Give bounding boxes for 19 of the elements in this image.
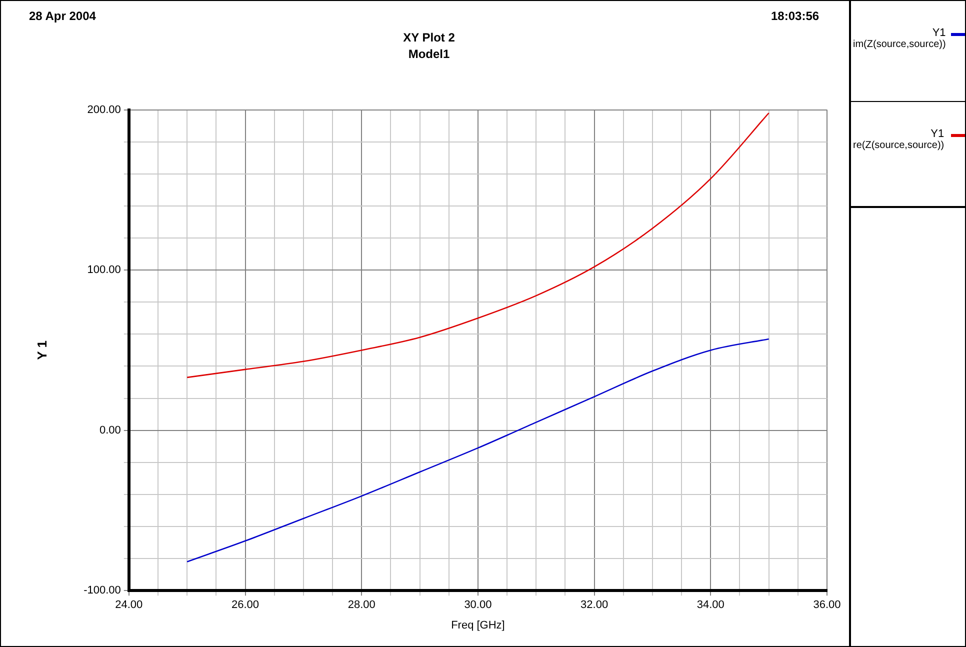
legend-label: Y1 im(Z(source,source)) [852, 27, 946, 50]
legend-label: Y1 re(Z(source,source)) [852, 128, 944, 151]
y-tick-label: 100.00 [87, 264, 121, 276]
x-tick-label: 24.00 [115, 599, 143, 612]
y-tick-label: -100.00 [84, 584, 121, 597]
y-tick-label: 200.00 [87, 104, 121, 116]
x-tick-label: 32.00 [580, 599, 608, 612]
x-tick-label: 34.00 [696, 599, 724, 612]
chart-title: XY Plot 2 [403, 30, 456, 45]
y-tick-label: 0.00 [99, 424, 121, 436]
x-tick-label: 36.00 [813, 599, 841, 612]
text: 28 Apr 2004 [29, 9, 96, 23]
x-axis-title: Freq [GHz] [451, 619, 505, 632]
chart-subtitle: Model1 [408, 46, 450, 61]
x-tick-label: 26.00 [231, 599, 260, 612]
text: 18:03:56 [771, 9, 820, 23]
x-tick-label: 28.00 [348, 599, 376, 612]
x-tick-label: 30.00 [464, 599, 492, 612]
y-axis-title: Y 1 [34, 340, 50, 360]
